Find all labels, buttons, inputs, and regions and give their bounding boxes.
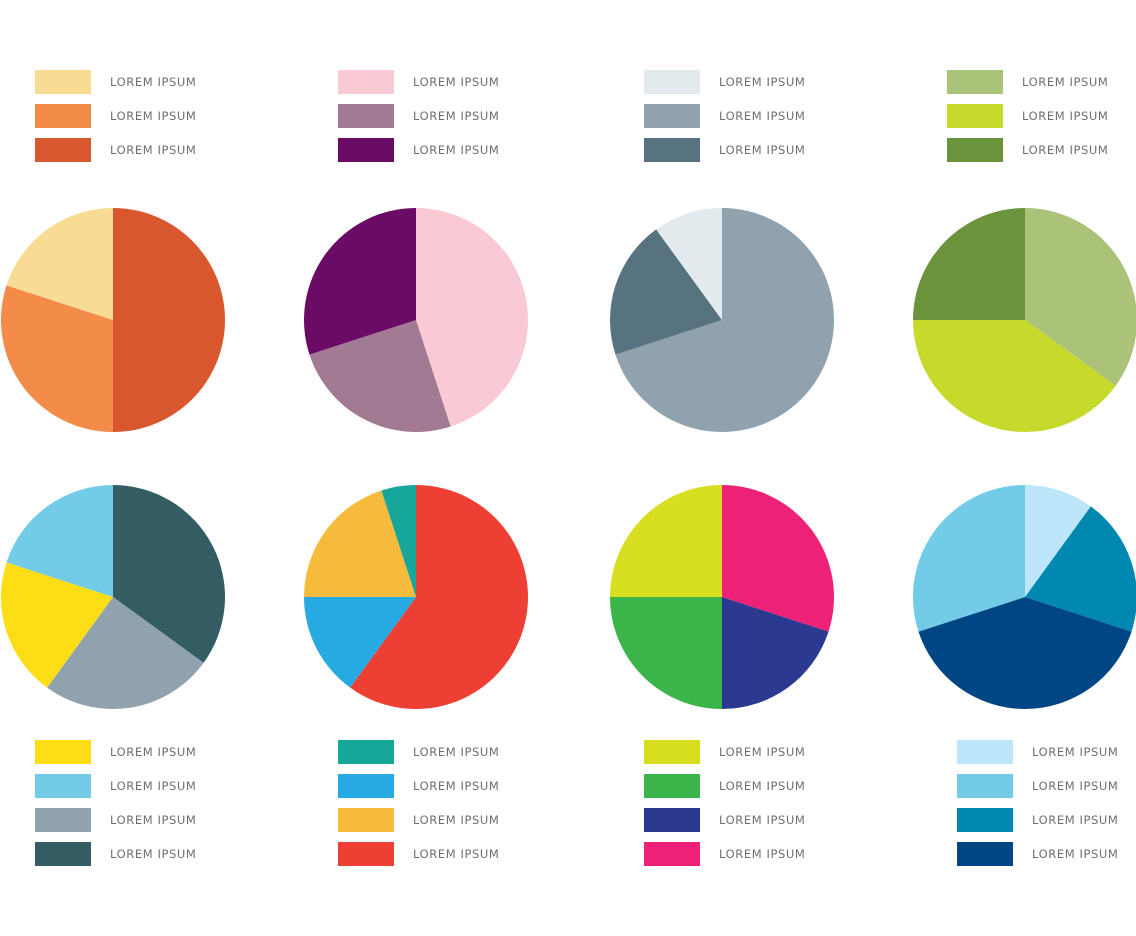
legend-swatch bbox=[338, 842, 394, 866]
pie-slice bbox=[0, 285, 114, 433]
legend-swatch bbox=[338, 104, 394, 128]
legend-swatch bbox=[957, 740, 1013, 764]
pie-slice bbox=[309, 320, 451, 432]
legend-label: LOREM IPSUM bbox=[1022, 75, 1109, 89]
legend-swatch bbox=[35, 842, 91, 866]
pie-slice bbox=[610, 229, 722, 355]
pie-slice bbox=[610, 485, 722, 597]
legend-swatch bbox=[35, 808, 91, 832]
legend-swatch bbox=[947, 104, 1003, 128]
legend-label: LOREM IPSUM bbox=[719, 745, 806, 759]
pie-slice bbox=[913, 320, 1116, 433]
legend-swatch bbox=[644, 740, 700, 764]
legend-label: LOREM IPSUM bbox=[413, 109, 500, 123]
legend-label: LOREM IPSUM bbox=[110, 745, 197, 759]
legend-label: LOREM IPSUM bbox=[110, 813, 197, 827]
legend-swatch bbox=[644, 842, 700, 866]
legend-swatch bbox=[644, 70, 700, 94]
pie-slice bbox=[113, 208, 225, 432]
legend-label: LOREM IPSUM bbox=[719, 143, 806, 157]
pie-chart-6 bbox=[303, 484, 529, 710]
legend-label: LOREM IPSUM bbox=[413, 779, 500, 793]
pie-slice bbox=[47, 597, 204, 709]
pie-slice bbox=[113, 485, 226, 663]
pie-slice bbox=[913, 485, 1025, 632]
legend-label: LOREM IPSUM bbox=[413, 75, 500, 89]
legend-label: LOREM IPSUM bbox=[110, 143, 197, 157]
pie-slice bbox=[1025, 485, 1091, 597]
legend-label: LOREM IPSUM bbox=[110, 109, 197, 123]
legend-swatch bbox=[35, 70, 91, 94]
pie-slice bbox=[1025, 506, 1136, 632]
pie-slice bbox=[615, 208, 834, 432]
legend-label: LOREM IPSUM bbox=[413, 813, 500, 827]
pie-slice bbox=[381, 485, 416, 597]
legend-swatch bbox=[644, 774, 700, 798]
legend-label: LOREM IPSUM bbox=[1032, 779, 1119, 793]
legend-swatch bbox=[35, 740, 91, 764]
pie-chart-3 bbox=[609, 207, 835, 433]
legend-swatch bbox=[338, 808, 394, 832]
legend-label: LOREM IPSUM bbox=[110, 847, 197, 861]
pie-chart-2 bbox=[303, 207, 529, 433]
pie-slice bbox=[304, 208, 416, 355]
legend-swatch bbox=[338, 740, 394, 764]
pie-slice bbox=[610, 597, 722, 709]
legend-swatch bbox=[644, 138, 700, 162]
legend-label: LOREM IPSUM bbox=[1032, 847, 1119, 861]
legend-swatch bbox=[338, 774, 394, 798]
legend-swatch bbox=[644, 808, 700, 832]
legend-swatch bbox=[957, 774, 1013, 798]
legend-swatch bbox=[644, 104, 700, 128]
legend-label: LOREM IPSUM bbox=[719, 813, 806, 827]
pie-slice bbox=[722, 485, 834, 632]
legend-label: LOREM IPSUM bbox=[413, 143, 500, 157]
pie-slice bbox=[722, 597, 829, 709]
pie-slice bbox=[1, 562, 114, 688]
pie-chart-7 bbox=[609, 484, 835, 710]
legend-label: LOREM IPSUM bbox=[413, 745, 500, 759]
legend-label: LOREM IPSUM bbox=[1032, 813, 1119, 827]
legend-label: LOREM IPSUM bbox=[1022, 109, 1109, 123]
legend-label: LOREM IPSUM bbox=[719, 779, 806, 793]
legend-swatch bbox=[338, 138, 394, 162]
legend-swatch bbox=[957, 808, 1013, 832]
legend-swatch bbox=[957, 842, 1013, 866]
legend-label: LOREM IPSUM bbox=[1022, 143, 1109, 157]
pie-slice bbox=[416, 208, 528, 427]
legend-label: LOREM IPSUM bbox=[719, 75, 806, 89]
legend-label: LOREM IPSUM bbox=[1032, 745, 1119, 759]
legend-label: LOREM IPSUM bbox=[719, 847, 806, 861]
legend-label: LOREM IPSUM bbox=[413, 847, 500, 861]
pie-chart-1 bbox=[0, 207, 226, 433]
pie-slice bbox=[1025, 208, 1136, 386]
pie-slice bbox=[6, 485, 113, 597]
legend-swatch bbox=[947, 138, 1003, 162]
legend-label: LOREM IPSUM bbox=[719, 109, 806, 123]
legend-swatch bbox=[35, 138, 91, 162]
pie-slice bbox=[913, 208, 1025, 320]
pie-chart-5 bbox=[0, 484, 226, 710]
pie-slice bbox=[350, 485, 528, 709]
pie-chart-4 bbox=[912, 207, 1136, 433]
legend-label: LOREM IPSUM bbox=[110, 75, 197, 89]
pie-slice bbox=[6, 208, 113, 320]
legend-swatch bbox=[35, 774, 91, 798]
pie-slice bbox=[918, 597, 1132, 709]
pie-slice bbox=[304, 490, 416, 597]
pie-chart-8 bbox=[912, 484, 1136, 710]
legend-swatch bbox=[338, 70, 394, 94]
legend-swatch bbox=[35, 104, 91, 128]
pie-slice bbox=[304, 597, 416, 688]
legend-swatch bbox=[947, 70, 1003, 94]
legend-label: LOREM IPSUM bbox=[110, 779, 197, 793]
pie-slice bbox=[656, 208, 722, 320]
